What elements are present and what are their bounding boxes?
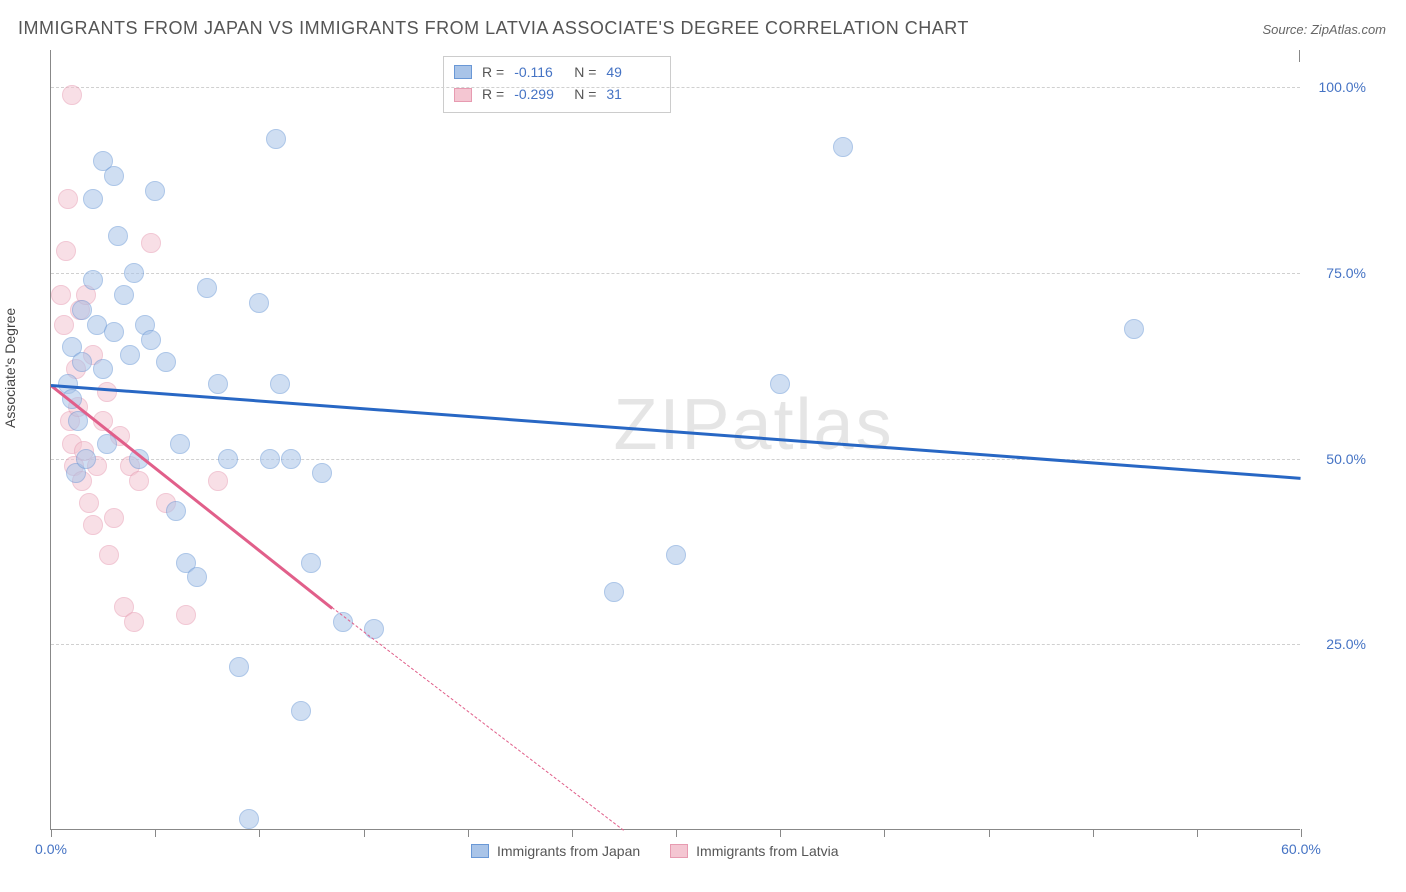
- legend-label-latvia: Immigrants from Latvia: [696, 843, 838, 859]
- legend-label-japan: Immigrants from Japan: [497, 843, 640, 859]
- data-point-japan: [301, 553, 321, 573]
- r-value-japan: -0.116: [514, 61, 564, 83]
- gridline: [51, 459, 1300, 460]
- y-axis-label: 50.0%: [1326, 451, 1366, 467]
- data-point-japan: [281, 449, 301, 469]
- data-point-latvia: [51, 285, 71, 305]
- data-point-japan: [76, 449, 96, 469]
- gridline: [51, 644, 1300, 645]
- data-point-japan: [170, 434, 190, 454]
- data-point-japan: [260, 449, 280, 469]
- data-point-japan: [108, 226, 128, 246]
- data-point-latvia: [99, 545, 119, 565]
- data-point-japan: [291, 701, 311, 721]
- data-point-japan: [145, 181, 165, 201]
- y-axis-title: Associate's Degree: [2, 308, 18, 428]
- axis-tick: [1299, 50, 1300, 62]
- data-point-latvia: [176, 605, 196, 625]
- x-axis-tick: [989, 829, 990, 837]
- x-axis-label: 0.0%: [35, 841, 67, 857]
- swatch-latvia: [454, 88, 472, 102]
- x-axis-tick: [780, 829, 781, 837]
- data-point-japan: [229, 657, 249, 677]
- data-point-japan: [124, 263, 144, 283]
- data-point-latvia: [54, 315, 74, 335]
- source-attribution: Source: ZipAtlas.com: [1262, 22, 1386, 37]
- chart-title: IMMIGRANTS FROM JAPAN VS IMMIGRANTS FROM…: [18, 18, 969, 39]
- data-point-japan: [239, 809, 259, 829]
- data-point-japan: [364, 619, 384, 639]
- data-point-latvia: [124, 612, 144, 632]
- x-axis-tick: [1197, 829, 1198, 837]
- data-point-japan: [120, 345, 140, 365]
- data-point-japan: [833, 137, 853, 157]
- data-point-japan: [93, 359, 113, 379]
- data-point-japan: [218, 449, 238, 469]
- stats-legend-box: R = -0.116 N = 49 R = -0.299 N = 31: [443, 56, 671, 113]
- trend-line: [332, 607, 624, 831]
- data-point-latvia: [104, 508, 124, 528]
- data-point-japan: [197, 278, 217, 298]
- series-legend: Immigrants from Japan Immigrants from La…: [471, 843, 839, 859]
- scatter-plot-area: ZIPatlas R = -0.116 N = 49 R = -0.299 N …: [50, 50, 1300, 830]
- data-point-latvia: [129, 471, 149, 491]
- data-point-japan: [1124, 319, 1144, 339]
- data-point-latvia: [83, 515, 103, 535]
- stats-row-japan: R = -0.116 N = 49: [454, 61, 656, 83]
- data-point-latvia: [56, 241, 76, 261]
- data-point-japan: [166, 501, 186, 521]
- r-label: R =: [482, 61, 504, 83]
- data-point-latvia: [58, 189, 78, 209]
- data-point-latvia: [79, 493, 99, 513]
- x-axis-tick: [155, 829, 156, 837]
- swatch-japan: [471, 844, 489, 858]
- data-point-japan: [770, 374, 790, 394]
- data-point-japan: [249, 293, 269, 313]
- legend-item-japan: Immigrants from Japan: [471, 843, 640, 859]
- x-axis-tick: [1093, 829, 1094, 837]
- n-label: N =: [574, 61, 596, 83]
- data-point-japan: [208, 374, 228, 394]
- x-axis-tick: [676, 829, 677, 837]
- data-point-japan: [83, 270, 103, 290]
- data-point-japan: [266, 129, 286, 149]
- data-point-japan: [312, 463, 332, 483]
- data-point-latvia: [208, 471, 228, 491]
- data-point-japan: [114, 285, 134, 305]
- swatch-latvia: [670, 844, 688, 858]
- data-point-japan: [104, 322, 124, 342]
- x-axis-tick: [884, 829, 885, 837]
- gridline: [51, 87, 1300, 88]
- data-point-japan: [83, 189, 103, 209]
- swatch-japan: [454, 65, 472, 79]
- data-point-japan: [604, 582, 624, 602]
- trend-line: [51, 384, 1301, 479]
- data-point-latvia: [97, 382, 117, 402]
- data-point-japan: [270, 374, 290, 394]
- data-point-latvia: [141, 233, 161, 253]
- watermark: ZIPatlas: [614, 384, 894, 466]
- legend-item-latvia: Immigrants from Latvia: [670, 843, 838, 859]
- data-point-japan: [72, 352, 92, 372]
- data-point-japan: [156, 352, 176, 372]
- x-axis-label: 60.0%: [1281, 841, 1321, 857]
- gridline: [51, 273, 1300, 274]
- y-axis-label: 25.0%: [1326, 636, 1366, 652]
- x-axis-tick: [468, 829, 469, 837]
- data-point-japan: [666, 545, 686, 565]
- x-axis-tick: [572, 829, 573, 837]
- n-value-japan: 49: [606, 61, 656, 83]
- x-axis-tick: [259, 829, 260, 837]
- data-point-latvia: [62, 85, 82, 105]
- data-point-japan: [104, 166, 124, 186]
- data-point-japan: [187, 567, 207, 587]
- y-axis-label: 75.0%: [1326, 265, 1366, 281]
- x-axis-tick: [51, 829, 52, 837]
- y-axis-label: 100.0%: [1319, 79, 1366, 95]
- x-axis-tick: [1301, 829, 1302, 837]
- data-point-japan: [141, 330, 161, 350]
- x-axis-tick: [364, 829, 365, 837]
